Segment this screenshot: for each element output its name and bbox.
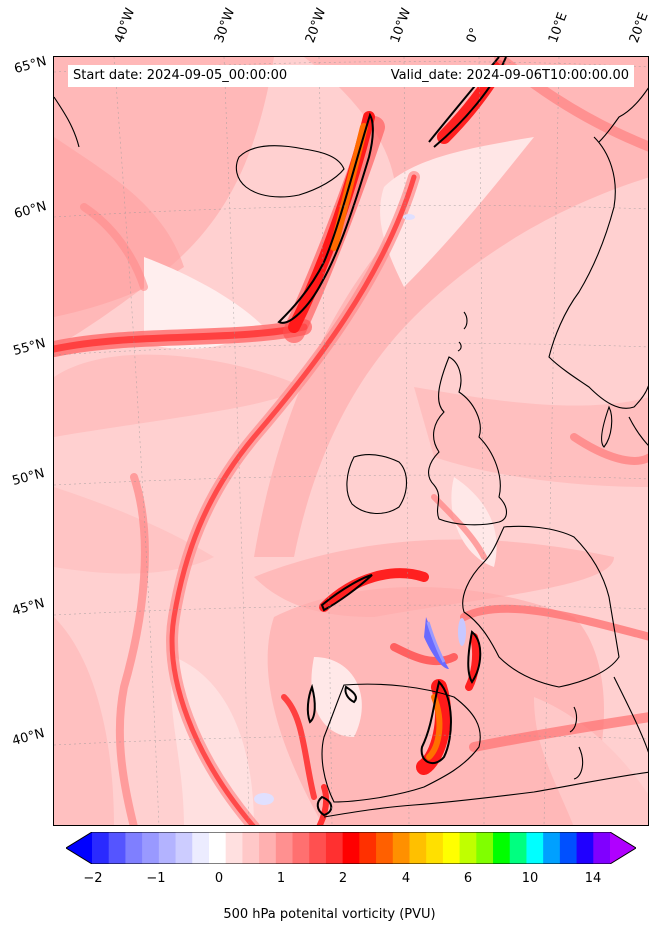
colorbar-swatch: [275, 832, 294, 864]
lat-label-50n: 50°N: [10, 466, 47, 489]
colorbar-swatch: [108, 832, 126, 864]
colorbar: [66, 832, 636, 864]
lat-label-60n: 60°N: [12, 199, 49, 222]
colorbar-swatch: [543, 832, 561, 864]
pv-2pvu-contours: [277, 57, 507, 817]
colorbar-swatch: [442, 832, 461, 864]
colorbar-swatch: [559, 832, 578, 864]
valid-date-label: Valid_date: 2024-09-06T10:00:00.00: [390, 68, 629, 83]
colorbar-tick-1: 1: [276, 871, 286, 886]
pv-field-map: [54, 57, 648, 825]
colorbar-swatch: [409, 832, 427, 864]
lon-label-20w: 20°W: [302, 6, 330, 45]
colorbar-swatch: [426, 832, 444, 864]
colorbar-swatch: [309, 832, 327, 864]
colorbar-swatch: [342, 832, 360, 864]
colorbar-tick-0: 0: [214, 871, 224, 886]
coast-iberia: [321, 683, 481, 803]
colorbar-swatch: [175, 832, 193, 864]
colorbar-swatch: [376, 832, 394, 864]
colorbar-swatch: [192, 832, 210, 864]
colorbar-tick-14: 14: [584, 871, 602, 886]
colorbar-swatch: [476, 832, 494, 864]
coast-scandinavia: [548, 136, 648, 409]
colorbar-swatch: [359, 832, 377, 864]
start-date-label: Start date: 2024-09-05_00:00:00: [73, 68, 288, 83]
colorbar-swatch: [392, 832, 410, 864]
colorbar-swatch: [225, 832, 243, 864]
colorbar-swatch: [576, 832, 594, 864]
coast-great-britain: [428, 356, 508, 526]
coast-ireland: [346, 453, 408, 514]
graticule: [54, 57, 648, 825]
colorbar-swatch: [158, 832, 177, 864]
colorbar-min-extension: [66, 832, 92, 864]
coast-italy: [613, 676, 648, 753]
colorbar-swatch: [325, 832, 344, 864]
coast-france: [462, 525, 620, 688]
lon-label-20e: 20°E: [626, 10, 652, 46]
colorbar-swatch: [259, 832, 277, 864]
lat-label-45n: 45°N: [10, 596, 47, 619]
lon-label-40w: 40°W: [111, 6, 139, 45]
coast-north-africa: [323, 771, 648, 818]
coast-greenland: [54, 96, 80, 148]
coast-corsica-sardinia: [569, 706, 584, 780]
colorbar-swatch: [526, 832, 544, 864]
lat-label-40n: 40°N: [10, 726, 47, 749]
colorbar-tick-2: 2: [338, 871, 348, 886]
coast-denmark: [600, 405, 613, 448]
coast-shetland-orkney: [457, 311, 468, 352]
coast-norway-fjords: [598, 87, 648, 143]
map-panel: Start date: 2024-09-05_00:00:00 Valid_da…: [53, 56, 649, 826]
colorbar-tick-10: 10: [521, 871, 539, 886]
negative-pv-patches: [254, 214, 466, 805]
coast-iceland: [235, 145, 345, 198]
colorbar-swatch: [459, 832, 477, 864]
colorbar-tick-4: 4: [401, 871, 411, 886]
colorbar-swatch: [242, 832, 260, 864]
colorbar-label: 500 hPa potenital vorticity (PVU): [223, 907, 436, 922]
date-info-box: Start date: 2024-09-05_00:00:00 Valid_da…: [68, 65, 634, 87]
colorbar-swatch: [142, 832, 160, 864]
colorbar-swatch: [593, 832, 611, 864]
coast-baltic: [628, 416, 648, 446]
lat-label-65n: 65°N: [12, 54, 49, 77]
colorbar-swatch: [493, 832, 511, 864]
colorbar-max-extension: [610, 832, 636, 864]
colorbar-swatch: [509, 832, 527, 864]
coastlines: [54, 87, 648, 818]
colorbar-swatch: [292, 832, 310, 864]
colorbar-swatch: [125, 832, 143, 864]
lon-label-10w: 10°W: [387, 6, 415, 45]
colorbar-swatch: [92, 832, 110, 864]
colorbar-tick-neg1: −1: [146, 871, 166, 886]
colorbar-tick-neg2: −2: [83, 871, 103, 886]
colorbar-tick-6: 6: [463, 871, 473, 886]
lon-label-30w: 30°W: [211, 6, 239, 45]
lon-label-0: 0°: [463, 25, 484, 45]
lon-label-10e: 10°E: [545, 10, 571, 46]
lat-label-55n: 55°N: [11, 336, 48, 359]
colorbar-swatch: [208, 832, 227, 864]
